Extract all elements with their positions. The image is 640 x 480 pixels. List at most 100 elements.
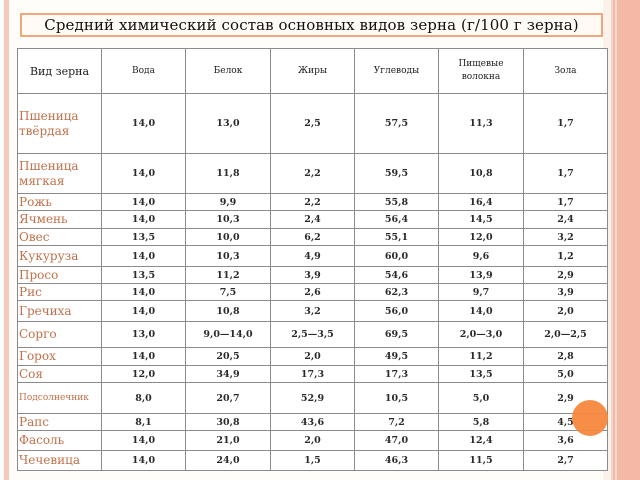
fat-value: 1,5 (270, 450, 355, 471)
fat-value: 2,2 (270, 153, 355, 194)
protein-value: 10,3 (185, 245, 271, 267)
grain-name: Ячмень (17, 210, 102, 229)
fat-value: 3,9 (270, 266, 355, 284)
fiber-value: 9,6 (438, 245, 524, 267)
fat-value: 4,9 (270, 245, 355, 267)
protein-value: 7,5 (185, 283, 271, 301)
table-row: Рапс 8,1 30,8 43,6 7,2 5,8 4,5 (17, 413, 608, 431)
protein-value: 10,3 (185, 210, 271, 229)
fiber-value: 2,0—3,0 (438, 321, 524, 348)
ash-value: 1,2 (523, 245, 608, 267)
water-value: 14,0 (101, 347, 186, 366)
water-value: 14,0 (101, 210, 186, 229)
water-value: 14,0 (101, 300, 186, 322)
protein-value: 34,9 (185, 365, 271, 383)
carbs-value: 17,3 (354, 365, 439, 383)
header-fiber: Пищевые волокна (438, 48, 524, 94)
ash-value: 5,0 (523, 365, 608, 383)
grain-name: Фасоль (17, 430, 102, 451)
protein-value: 30,8 (185, 413, 271, 431)
ash-value: 1,7 (523, 153, 608, 194)
table-row: Сорго 13,0 9,0—14,0 2,5—3,5 69,5 2,0—3,0… (17, 321, 608, 348)
water-value: 13,5 (101, 266, 186, 284)
ash-value: 2,9 (523, 266, 608, 284)
fiber-value: 11,5 (438, 450, 524, 471)
water-value: 14,0 (101, 153, 186, 194)
fiber-value: 14,0 (438, 300, 524, 322)
table-row: Горох 14,0 20,5 2,0 49,5 11,2 2,8 (17, 347, 608, 366)
ash-value: 1,7 (523, 93, 608, 154)
header-fat: Жиры (270, 48, 355, 94)
header-ash: Зола (523, 48, 608, 94)
carbs-value: 56,4 (354, 210, 439, 229)
fiber-value: 5,8 (438, 413, 524, 431)
fiber-value: 11,2 (438, 347, 524, 366)
table-row: Фасоль 14,0 21,0 2,0 47,0 12,4 3,6 (17, 430, 608, 451)
fat-value: 6,2 (270, 228, 355, 246)
grain-name: Рис (17, 283, 102, 301)
frame-line (615, 0, 617, 480)
carbs-value: 62,3 (354, 283, 439, 301)
grain-name: Подсолнечник (17, 382, 102, 414)
protein-value: 11,8 (185, 153, 271, 194)
table-row: Кукуруза 14,0 10,3 4,9 60,0 9,6 1,2 (17, 245, 608, 267)
carbs-value: 56,0 (354, 300, 439, 322)
ash-value: 2,4 (523, 210, 608, 229)
water-value: 8,0 (101, 382, 186, 414)
fiber-value: 5,0 (438, 382, 524, 414)
header-water: Вода (101, 48, 186, 94)
table-row: Рис 14,0 7,5 2,6 62,3 9,7 3,9 (17, 283, 608, 301)
carbs-value: 55,1 (354, 228, 439, 246)
protein-value: 11,2 (185, 266, 271, 284)
fiber-value: 9,7 (438, 283, 524, 301)
carbs-value: 60,0 (354, 245, 439, 267)
water-value: 12,0 (101, 365, 186, 383)
grain-name: Кукуруза (17, 245, 102, 267)
grain-name: Горох (17, 347, 102, 366)
table-header-row: Вид зерна Вода Белок Жиры Углеводы Пищев… (17, 48, 608, 94)
carbs-value: 47,0 (354, 430, 439, 451)
carbs-value: 46,3 (354, 450, 439, 471)
protein-value: 24,0 (185, 450, 271, 471)
fiber-value: 16,4 (438, 193, 524, 211)
carbs-value: 59,5 (354, 153, 439, 194)
fiber-value: 14,5 (438, 210, 524, 229)
grain-name: Просо (17, 266, 102, 284)
water-value: 14,0 (101, 193, 186, 211)
table-row: Овес 13,5 10,0 6,2 55,1 12,0 3,2 (17, 228, 608, 246)
fiber-value: 13,9 (438, 266, 524, 284)
carbs-value: 49,5 (354, 347, 439, 366)
table-row: Пшеница твёрдая 14,0 13,0 2,5 57,5 11,3 … (17, 93, 608, 154)
fat-value: 52,9 (270, 382, 355, 414)
grain-composition-table: Вид зерна Вода Белок Жиры Углеводы Пищев… (17, 48, 608, 471)
header-grain-type: Вид зерна (17, 48, 102, 94)
protein-value: 9,0—14,0 (185, 321, 271, 348)
left-decorative-stripe (4, 0, 9, 480)
carbs-value: 7,2 (354, 413, 439, 431)
table-row: Гречиха 14,0 10,8 3,2 56,0 14,0 2,0 (17, 300, 608, 322)
water-value: 8,1 (101, 413, 186, 431)
table-row: Ячмень 14,0 10,3 2,4 56,4 14,5 2,4 (17, 210, 608, 229)
fat-value: 2,0 (270, 347, 355, 366)
decorative-orange-circle (572, 400, 608, 436)
water-value: 14,0 (101, 245, 186, 267)
fat-value: 2,0 (270, 430, 355, 451)
table-row: Соя 12,0 34,9 17,3 17,3 13,5 5,0 (17, 365, 608, 383)
fat-value: 2,5 (270, 93, 355, 154)
fat-value: 43,6 (270, 413, 355, 431)
grain-name: Рапс (17, 413, 102, 431)
fat-value: 2,5—3,5 (270, 321, 355, 348)
slide-title: Средний химический состав основных видов… (20, 13, 603, 37)
right-decorative-frame (603, 0, 640, 480)
grain-name: Соя (17, 365, 102, 383)
table-row: Рожь 14,0 9,9 2,2 55,8 16,4 1,7 (17, 193, 608, 211)
ash-value: 2,0 (523, 300, 608, 322)
fat-value: 2,2 (270, 193, 355, 211)
carbs-value: 69,5 (354, 321, 439, 348)
water-value: 14,0 (101, 430, 186, 451)
grain-name: Пшеница мягкая (17, 153, 102, 194)
carbs-value: 10,5 (354, 382, 439, 414)
ash-value: 2,8 (523, 347, 608, 366)
protein-value: 10,0 (185, 228, 271, 246)
slide-title-text: Средний химический состав основных видов… (44, 16, 579, 34)
